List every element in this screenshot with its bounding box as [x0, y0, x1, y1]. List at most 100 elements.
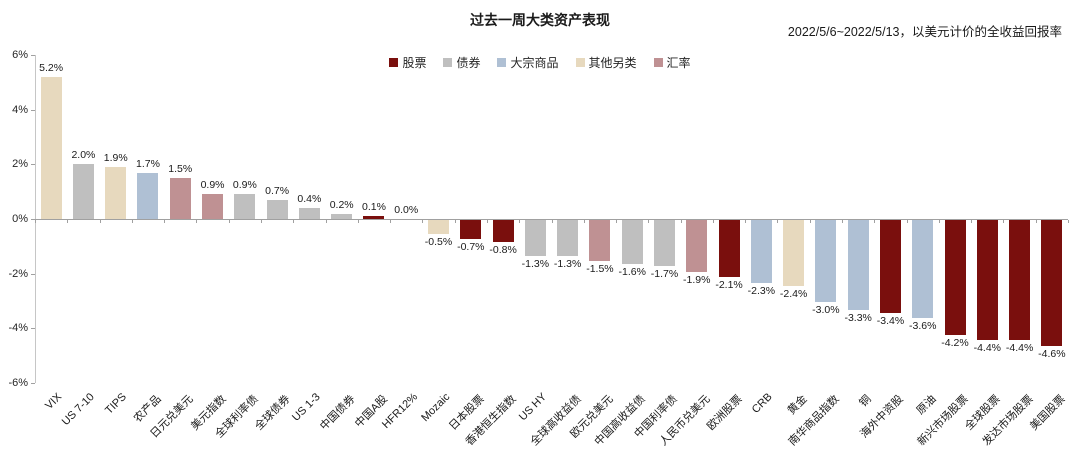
- bar-value-label: -4.4%: [973, 342, 1002, 355]
- category-tick: [99, 220, 101, 223]
- y-tick-label: -6%: [8, 377, 28, 389]
- x-tick-label: 黄金: [785, 393, 810, 418]
- category-tick: [228, 220, 230, 223]
- x-tick-label: 全球债券: [253, 393, 293, 433]
- bar: [72, 164, 94, 219]
- legend-item: 汇率: [653, 54, 691, 71]
- category-tick: [938, 220, 940, 223]
- legend-swatch-icon: [497, 58, 507, 67]
- bar-value-label: -2.3%: [747, 284, 776, 297]
- bar-value-label: -1.5%: [586, 263, 614, 275]
- category-tick: [745, 220, 747, 223]
- y-tick-label: 4%: [12, 103, 28, 116]
- chart-title: 过去一周大类资产表现: [470, 12, 610, 28]
- bar-value-label: -0.7%: [457, 241, 485, 254]
- bar: [460, 220, 482, 240]
- category-tick: [551, 220, 553, 223]
- category-tick: [486, 220, 488, 223]
- category-tick: [874, 220, 876, 223]
- bar-value-label: -3.3%: [844, 312, 872, 325]
- bar-value-label: 0.9%: [232, 179, 257, 192]
- category-tick: [196, 220, 198, 223]
- bar: [912, 220, 934, 319]
- category-tick: [842, 220, 844, 223]
- legend-swatch-icon: [389, 58, 399, 67]
- bar: [40, 76, 62, 219]
- bar: [847, 220, 869, 311]
- legend-label: 股票: [402, 56, 427, 70]
- legend-swatch-icon: [443, 58, 453, 67]
- legend-label: 债券: [456, 56, 481, 70]
- x-tick-label: 中国债券: [317, 393, 358, 433]
- category-tick: [648, 220, 650, 223]
- y-axis-tick: [31, 109, 35, 111]
- x-tick-label: 原油: [914, 393, 939, 418]
- legend-label: 其他另类: [588, 56, 637, 70]
- category-tick: [164, 220, 166, 223]
- bar: [298, 208, 320, 219]
- legend-item: 股票: [389, 54, 426, 71]
- bar-value-label: -3.4%: [876, 314, 905, 327]
- y-axis-tick: [31, 328, 35, 330]
- bar: [492, 220, 514, 242]
- category-tick: [777, 220, 779, 223]
- bar-value-label: 0.2%: [329, 198, 354, 211]
- bar-value-label: 0.4%: [297, 193, 322, 206]
- y-axis-tick: [31, 383, 35, 384]
- legend-label: 汇率: [666, 56, 691, 70]
- bar-value-label: 1.5%: [168, 163, 193, 175]
- bar-value-label: 0.1%: [361, 201, 386, 214]
- y-tick-label: -2%: [8, 267, 28, 280]
- category-tick: [131, 220, 133, 223]
- bar: [169, 178, 191, 219]
- bar-value-label: -1.9%: [683, 273, 711, 286]
- y-axis-tick: [31, 219, 35, 220]
- chart-legend: 股票 债券 大宗商品 其他另类 汇率: [0, 54, 1080, 71]
- bar: [944, 220, 966, 335]
- bar: [234, 194, 256, 219]
- bar-value-label: -1.3%: [521, 257, 550, 270]
- category-tick: [680, 220, 682, 223]
- bar: [1009, 220, 1031, 341]
- category-tick: [390, 220, 392, 223]
- bar-value-label: 2.0%: [71, 149, 96, 162]
- bar: [202, 194, 224, 219]
- category-tick: [454, 220, 456, 223]
- y-axis-tick: [31, 273, 35, 275]
- bar-value-label: 5.2%: [39, 61, 64, 74]
- x-tick-label: TIPS: [103, 391, 130, 417]
- bar-value-label: -2.1%: [715, 279, 743, 292]
- chart-subtitle: 2022/5/6~2022/5/13，以美元计价的全收益回报率: [787, 25, 1062, 39]
- bar-value-label: 1.9%: [103, 152, 128, 165]
- bar-value-label: -0.5%: [424, 235, 453, 248]
- zero-baseline: [35, 219, 1068, 220]
- legend-label: 大宗商品: [510, 56, 559, 70]
- bar-value-label: -1.3%: [553, 257, 582, 270]
- legend-item: 大宗商品: [497, 54, 559, 71]
- category-tick: [67, 220, 69, 223]
- category-tick: [583, 220, 585, 223]
- category-tick: [1068, 220, 1069, 223]
- legend-item: 债券: [443, 54, 480, 71]
- bar: [524, 220, 546, 256]
- bar: [105, 167, 127, 219]
- bar: [266, 199, 288, 219]
- bar-value-label: -3.0%: [812, 304, 840, 316]
- category-tick: [971, 220, 973, 223]
- bar-value-label: 0.9%: [200, 179, 225, 192]
- bar: [686, 220, 708, 272]
- bar-value-label: -0.8%: [489, 243, 517, 256]
- legend-item: 其他另类: [575, 54, 637, 71]
- legend-swatch-icon: [575, 58, 585, 67]
- category-tick: [325, 220, 327, 223]
- bar-value-label: -2.4%: [779, 287, 808, 300]
- bar: [1041, 220, 1063, 346]
- y-tick-label: -4%: [8, 322, 28, 335]
- bar: [653, 220, 675, 267]
- category-tick: [809, 220, 811, 223]
- x-tick-label: CRB: [749, 391, 775, 416]
- bar: [621, 220, 643, 264]
- bar-value-label: -1.6%: [618, 265, 646, 278]
- x-tick-label: 铜: [857, 393, 874, 410]
